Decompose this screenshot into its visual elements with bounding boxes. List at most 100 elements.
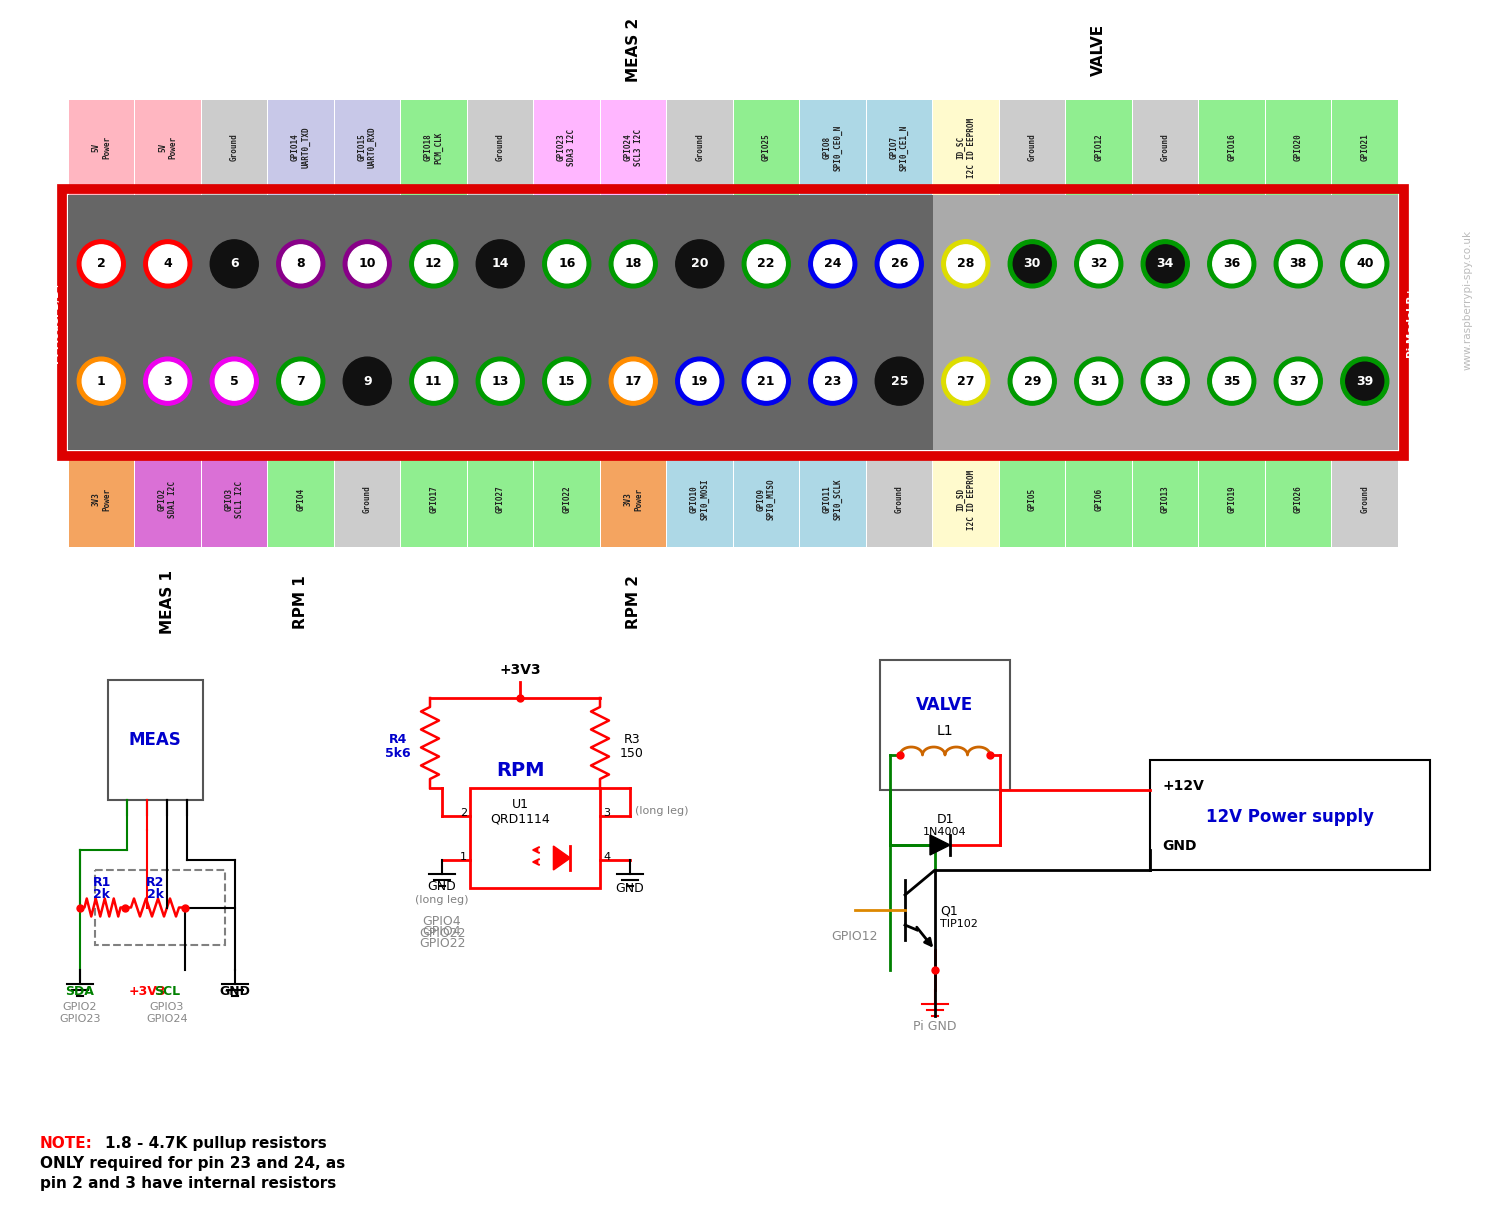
Text: (long leg): (long leg) — [415, 895, 469, 905]
Text: GPIO2
SDA1 I2C: GPIO2 SDA1 I2C — [158, 482, 177, 518]
Circle shape — [1080, 362, 1117, 400]
Circle shape — [1074, 240, 1123, 288]
Text: 7: 7 — [296, 375, 305, 388]
FancyBboxPatch shape — [1150, 760, 1430, 869]
FancyBboxPatch shape — [933, 452, 998, 547]
Circle shape — [281, 244, 320, 283]
Text: GPIO18
PCM_CLK: GPIO18 PCM_CLK — [424, 131, 443, 164]
Circle shape — [1074, 358, 1123, 405]
Text: GPIO4: GPIO4 — [423, 914, 461, 928]
FancyBboxPatch shape — [801, 100, 866, 195]
Text: R4: R4 — [388, 733, 408, 745]
Text: 32: 32 — [1091, 258, 1107, 270]
FancyBboxPatch shape — [470, 788, 600, 888]
Text: 3: 3 — [164, 375, 173, 388]
Circle shape — [1208, 240, 1256, 288]
Text: 28: 28 — [957, 258, 975, 270]
Text: 10: 10 — [359, 258, 376, 270]
FancyBboxPatch shape — [933, 100, 998, 195]
Circle shape — [676, 358, 723, 405]
Text: 150: 150 — [620, 747, 644, 760]
Circle shape — [1013, 362, 1051, 400]
Text: 38: 38 — [1290, 258, 1306, 270]
Text: Q1: Q1 — [940, 905, 958, 918]
Text: +3V3: +3V3 — [128, 985, 165, 998]
FancyBboxPatch shape — [1000, 100, 1065, 195]
Text: GND: GND — [427, 880, 457, 893]
Circle shape — [615, 362, 652, 400]
Circle shape — [77, 358, 125, 405]
Text: GPIO5: GPIO5 — [1028, 488, 1037, 511]
FancyBboxPatch shape — [135, 100, 201, 195]
Text: 5V
Power: 5V Power — [92, 136, 112, 159]
FancyBboxPatch shape — [534, 100, 600, 195]
Text: GPIO22: GPIO22 — [418, 927, 466, 940]
Text: GPIO2: GPIO2 — [62, 1002, 97, 1012]
Text: GPIO27: GPIO27 — [496, 485, 504, 513]
Text: GPIO24: GPIO24 — [146, 1014, 187, 1024]
FancyBboxPatch shape — [1265, 100, 1330, 195]
Circle shape — [144, 358, 192, 405]
Text: GPIO3
SCL1 I2C: GPIO3 SCL1 I2C — [225, 482, 244, 518]
Text: GPIO10
SPI0_MOSI: GPIO10 SPI0_MOSI — [690, 479, 710, 520]
Text: VALVE: VALVE — [917, 696, 973, 714]
Text: MEAS 2: MEAS 2 — [626, 18, 641, 83]
FancyBboxPatch shape — [1199, 100, 1265, 195]
Text: 14: 14 — [491, 258, 509, 270]
FancyBboxPatch shape — [801, 452, 866, 547]
Text: GPIO22: GPIO22 — [562, 485, 571, 513]
Text: +12V: +12V — [1162, 779, 1204, 793]
FancyBboxPatch shape — [734, 100, 799, 195]
Text: 3V3
Power: 3V3 Power — [623, 488, 643, 511]
Text: 3: 3 — [603, 807, 610, 818]
Text: GPIO16: GPIO16 — [1228, 134, 1237, 162]
Text: 4: 4 — [603, 852, 610, 862]
Circle shape — [476, 240, 524, 288]
Circle shape — [1080, 244, 1117, 283]
Circle shape — [216, 362, 253, 400]
Circle shape — [82, 244, 121, 283]
FancyBboxPatch shape — [268, 452, 333, 547]
Text: 39: 39 — [1356, 375, 1373, 388]
FancyBboxPatch shape — [1065, 100, 1131, 195]
Circle shape — [481, 244, 519, 283]
Circle shape — [680, 362, 719, 400]
Text: 36: 36 — [1223, 258, 1241, 270]
Circle shape — [747, 244, 786, 283]
Text: 4: 4 — [164, 258, 173, 270]
Text: GPIO26: GPIO26 — [1293, 485, 1303, 513]
Text: 9: 9 — [363, 375, 372, 388]
Text: 24: 24 — [824, 258, 842, 270]
Text: 15: 15 — [558, 375, 576, 388]
Text: 5: 5 — [229, 375, 238, 388]
Text: +3V3: +3V3 — [498, 663, 540, 677]
Circle shape — [415, 362, 452, 400]
Text: 17: 17 — [625, 375, 641, 388]
Circle shape — [481, 362, 519, 400]
FancyBboxPatch shape — [68, 195, 933, 450]
Circle shape — [1341, 358, 1388, 405]
Text: Ground: Ground — [894, 485, 903, 513]
Circle shape — [875, 240, 923, 288]
Text: Ground: Ground — [1360, 485, 1369, 513]
Text: Pi GND: Pi GND — [914, 1020, 957, 1034]
Text: GPIO6: GPIO6 — [1094, 488, 1103, 511]
Text: 2k: 2k — [94, 888, 110, 901]
Circle shape — [743, 240, 790, 288]
FancyBboxPatch shape — [1332, 100, 1397, 195]
Circle shape — [348, 244, 387, 283]
Circle shape — [1213, 244, 1251, 283]
FancyBboxPatch shape — [667, 452, 732, 547]
Polygon shape — [554, 846, 570, 869]
Circle shape — [348, 362, 387, 400]
Text: L1: L1 — [936, 724, 954, 738]
FancyBboxPatch shape — [601, 100, 667, 195]
FancyBboxPatch shape — [534, 452, 600, 547]
Circle shape — [344, 358, 391, 405]
Text: Ground: Ground — [229, 134, 238, 162]
Circle shape — [409, 240, 458, 288]
Text: RPM 2: RPM 2 — [626, 575, 641, 629]
Circle shape — [946, 244, 985, 283]
Text: Ground: Ground — [363, 485, 372, 513]
Circle shape — [942, 358, 990, 405]
